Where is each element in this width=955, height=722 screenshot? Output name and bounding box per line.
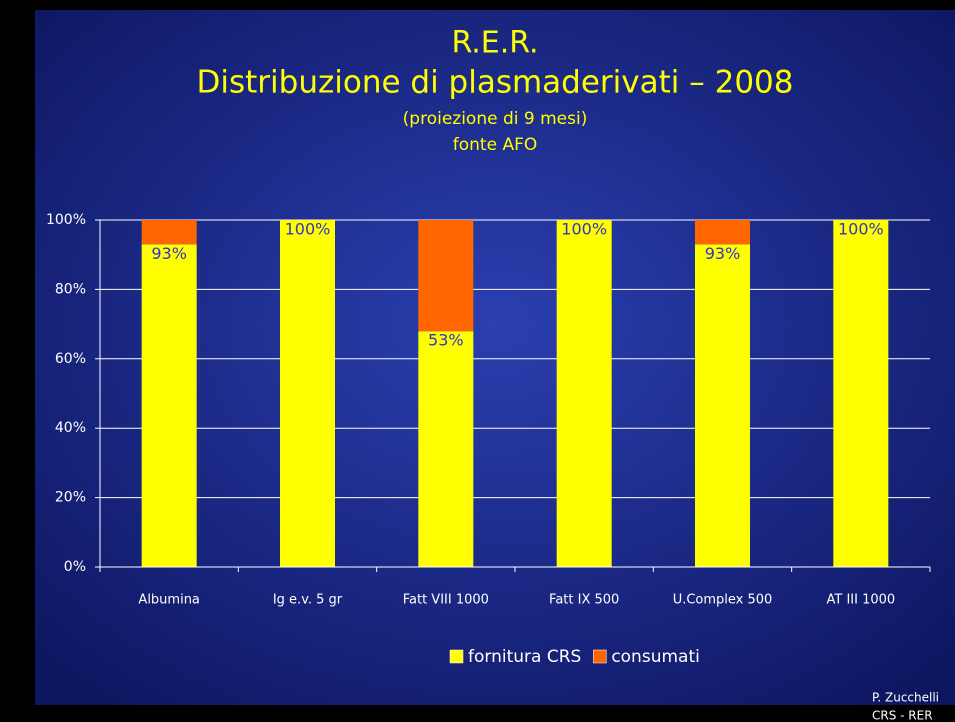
- legend-swatch: [449, 649, 464, 664]
- data-label: 53%: [428, 331, 464, 350]
- y-tick-label: 20%: [55, 490, 86, 506]
- bar: [695, 220, 750, 245]
- y-tick-label: 100%: [46, 212, 86, 228]
- data-label: 100%: [561, 220, 607, 239]
- chart-title: R.E.R.: [451, 26, 538, 61]
- data-label: 100%: [838, 220, 884, 239]
- data-label: 93%: [705, 244, 741, 263]
- bar: [833, 220, 889, 567]
- bar: [418, 220, 474, 332]
- legend-swatch: [593, 649, 607, 664]
- footer: CRS - RER: [872, 709, 933, 722]
- footer: P. Zucchelli: [872, 691, 939, 705]
- x-tick-label: Ig e.v. 5 gr: [273, 593, 343, 608]
- x-tick-label: Fatt VIII 1000: [403, 593, 489, 608]
- bar: [280, 220, 335, 567]
- note: (proiezione di 9 mesi): [403, 109, 588, 129]
- y-tick-label: 40%: [55, 420, 86, 436]
- data-label: 93%: [151, 244, 187, 263]
- legend-label: consumati: [611, 647, 700, 667]
- x-tick-label: AT III 1000: [826, 593, 895, 608]
- y-tick-label: 0%: [64, 559, 86, 575]
- x-tick-label: Fatt IX 500: [549, 593, 619, 608]
- legend-label: fornitura CRS: [468, 647, 581, 667]
- bar: [141, 244, 197, 568]
- chart-subtitle: Distribuzione di plasmaderivati – 2008: [197, 65, 794, 101]
- y-tick-label: 80%: [55, 281, 86, 297]
- data-label: 100%: [285, 220, 331, 239]
- x-tick-label: Albumina: [138, 593, 199, 608]
- note: fonte AFO: [453, 135, 537, 155]
- bar: [418, 331, 474, 567]
- x-tick-label: U.Complex 500: [673, 593, 773, 608]
- y-tick-label: 60%: [55, 351, 86, 367]
- bar: [556, 220, 612, 567]
- bar: [141, 220, 197, 245]
- bar: [695, 244, 750, 568]
